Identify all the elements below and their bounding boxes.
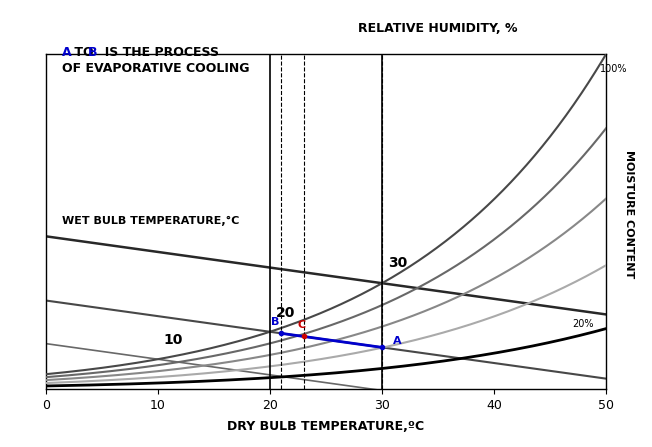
- Text: MOISTURE CONTENT: MOISTURE CONTENT: [624, 151, 634, 278]
- Text: 30: 30: [388, 256, 407, 270]
- Text: RELATIVE HUMIDITY, %: RELATIVE HUMIDITY, %: [359, 22, 518, 35]
- Text: WET BULB TEMPERATURE,°C: WET BULB TEMPERATURE,°C: [63, 216, 240, 226]
- Text: B: B: [88, 46, 98, 59]
- Text: B: B: [271, 317, 280, 327]
- Text: OF EVAPORATIVE COOLING: OF EVAPORATIVE COOLING: [62, 62, 250, 75]
- Text: 100%: 100%: [600, 63, 627, 74]
- Text: A: A: [393, 336, 402, 346]
- Text: IS THE PROCESS: IS THE PROCESS: [96, 46, 220, 59]
- Text: A: A: [62, 46, 72, 59]
- Text: 10: 10: [164, 333, 183, 347]
- Text: C: C: [297, 320, 305, 330]
- Text: 20: 20: [276, 306, 295, 320]
- Text: 20%: 20%: [572, 319, 594, 329]
- Text: TO: TO: [70, 46, 98, 59]
- X-axis label: DRY BULB TEMPERATURE,ºC: DRY BULB TEMPERATURE,ºC: [228, 420, 424, 433]
